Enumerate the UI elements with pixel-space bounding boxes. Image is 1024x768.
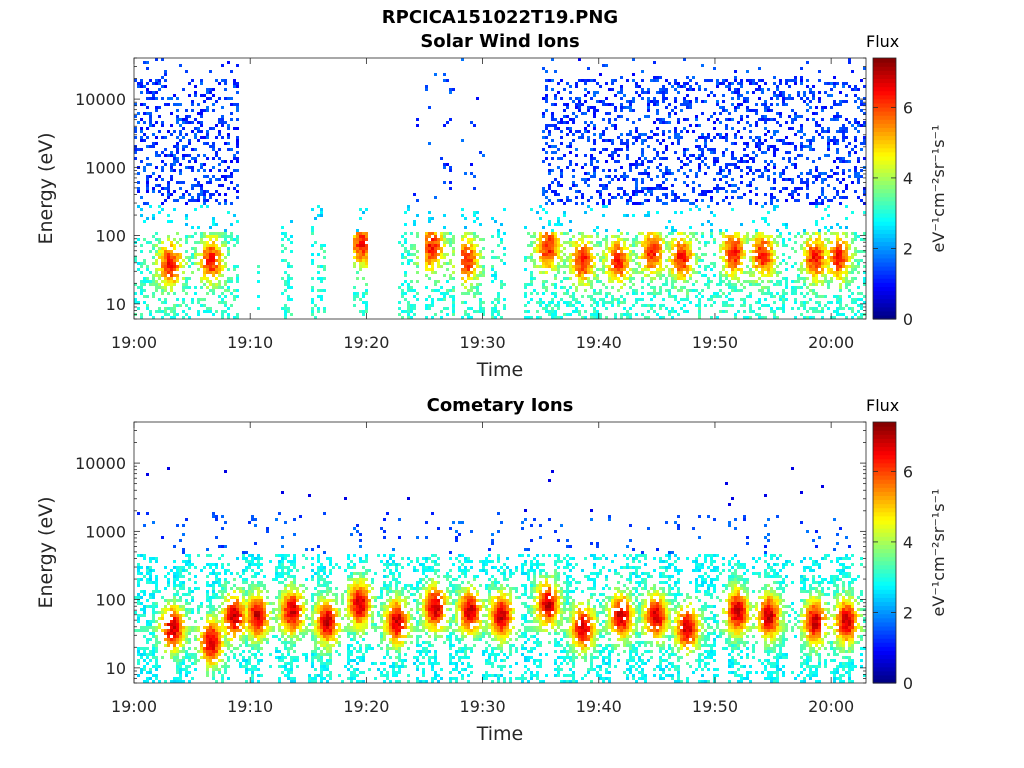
y-tick-label: 100 bbox=[95, 227, 126, 246]
axes-box bbox=[133, 57, 867, 320]
x-axis-label: Time bbox=[476, 723, 524, 745]
heatmap-pixels bbox=[134, 58, 866, 319]
y-tick-label: 10000 bbox=[75, 90, 126, 109]
x-tick-label: 19:10 bbox=[227, 697, 273, 716]
spectrogram-panel-1: 10 100 1000 10000 19:00 19:10 19:20 19:30 19:40 1… bbox=[35, 57, 948, 381]
colorbar-tick-label: 6 bbox=[903, 98, 913, 117]
x-tick-label: 19:30 bbox=[460, 697, 506, 716]
x-tick-label: 19:50 bbox=[692, 333, 738, 352]
colorbar-tick-label: 0 bbox=[903, 674, 913, 693]
colorbar: 0 2 4 6 eV⁻¹cm⁻²sr⁻¹s⁻¹ bbox=[872, 57, 948, 329]
chart-title-cometary: Cometary Ions bbox=[426, 395, 574, 416]
x-tick-label: 19:30 bbox=[460, 333, 506, 352]
colorbar-units-label: eV⁻¹cm⁻²sr⁻¹s⁻¹ bbox=[929, 125, 948, 253]
colorbar-tick-label: 6 bbox=[903, 462, 913, 481]
colorbar: 0 2 4 6 eV⁻¹cm⁻²sr⁻¹s⁻¹ bbox=[872, 421, 948, 693]
x-tick-label: 19:50 bbox=[692, 697, 738, 716]
x-tick-label: 20:00 bbox=[808, 697, 854, 716]
y-tick-label: 10 bbox=[106, 659, 126, 678]
heatmap-pixels bbox=[134, 467, 866, 683]
colorbar-tick-label: 0 bbox=[903, 310, 913, 329]
colorbar-units-label: eV⁻¹cm⁻²sr⁻¹s⁻¹ bbox=[929, 489, 948, 617]
colorbar-tick-label: 2 bbox=[903, 239, 913, 258]
axes-box bbox=[133, 421, 867, 684]
colorbar-box bbox=[872, 57, 897, 320]
colorbar-box bbox=[872, 421, 897, 684]
colorbar-flux-label-top: Flux bbox=[866, 32, 900, 51]
x-tick-label: 19:00 bbox=[111, 697, 157, 716]
x-tick-label: 19:20 bbox=[343, 333, 389, 352]
x-tick-label: 19:10 bbox=[227, 333, 273, 352]
colorbar-tick-label: 4 bbox=[903, 533, 913, 552]
x-tick-label: 19:40 bbox=[576, 333, 622, 352]
y-tick-label: 1000 bbox=[85, 158, 126, 177]
x-tick-label: 20:00 bbox=[808, 333, 854, 352]
colorbar-flux-label-bottom: Flux bbox=[866, 396, 900, 415]
y-tick-label: 10000 bbox=[75, 454, 126, 473]
y-axis-label: Energy (eV) bbox=[35, 496, 57, 608]
colorbar-tick-label: 4 bbox=[903, 169, 913, 188]
x-tick-label: 19:20 bbox=[343, 697, 389, 716]
spectrogram-panel-2: 10 100 1000 10000 19:00 19:10 19:20 19:30 19:40 1… bbox=[35, 421, 948, 745]
x-tick-label: 19:00 bbox=[111, 333, 157, 352]
y-tick-label: 100 bbox=[95, 591, 126, 610]
y-axis-label: Energy (eV) bbox=[35, 132, 57, 244]
x-axis-label: Time bbox=[476, 359, 524, 381]
y-tick-label: 10 bbox=[106, 295, 126, 314]
y-tick-label: 1000 bbox=[85, 522, 126, 541]
colorbar-tick-label: 2 bbox=[903, 603, 913, 622]
figure-title: RPCICA151022T19.PNG bbox=[381, 7, 619, 28]
x-tick-label: 19:40 bbox=[576, 697, 622, 716]
chart-title-solar-wind: Solar Wind Ions bbox=[420, 31, 580, 52]
